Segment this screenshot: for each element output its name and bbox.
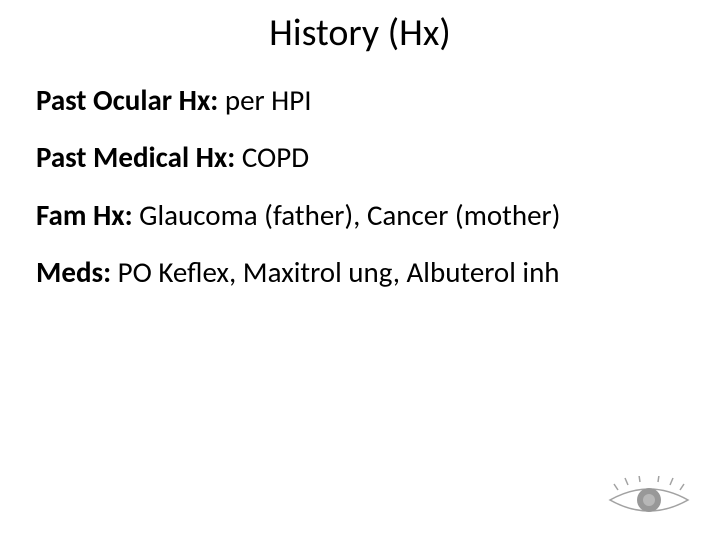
- row-meds: Meds: PO Keflex, Maxitrol ung, Albuterol…: [36, 256, 720, 313]
- value-fam: Glaucoma (father), Cancer (mother): [139, 197, 560, 233]
- label-ocular: Past Ocular Hx:: [36, 82, 218, 118]
- label-fam: Fam Hx:: [36, 197, 133, 233]
- slide-title: History (Hx): [0, 0, 720, 84]
- row-medical: Past Medical Hx: COPD: [36, 141, 720, 198]
- eye-logo-icon: [606, 476, 692, 524]
- row-ocular: Past Ocular Hx: per HPI: [36, 84, 720, 141]
- history-content: Past Ocular Hx: per HPI Past Medical Hx:…: [0, 84, 720, 313]
- row-fam: Fam Hx: Glaucoma (father), Cancer (mothe…: [36, 199, 720, 256]
- label-medical: Past Medical Hx:: [36, 139, 235, 175]
- value-medical: COPD: [242, 139, 309, 175]
- value-meds: PO Keflex, Maxitrol ung, Albuterol inh: [118, 254, 560, 290]
- label-meds: Meds:: [36, 254, 111, 290]
- value-ocular: per HPI: [225, 82, 312, 118]
